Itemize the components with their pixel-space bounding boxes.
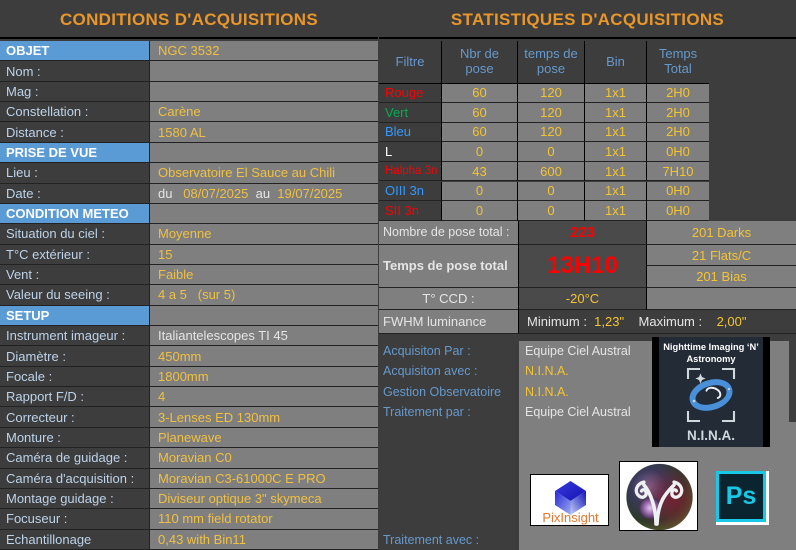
svg-text:PixInsight: PixInsight xyxy=(542,510,599,525)
